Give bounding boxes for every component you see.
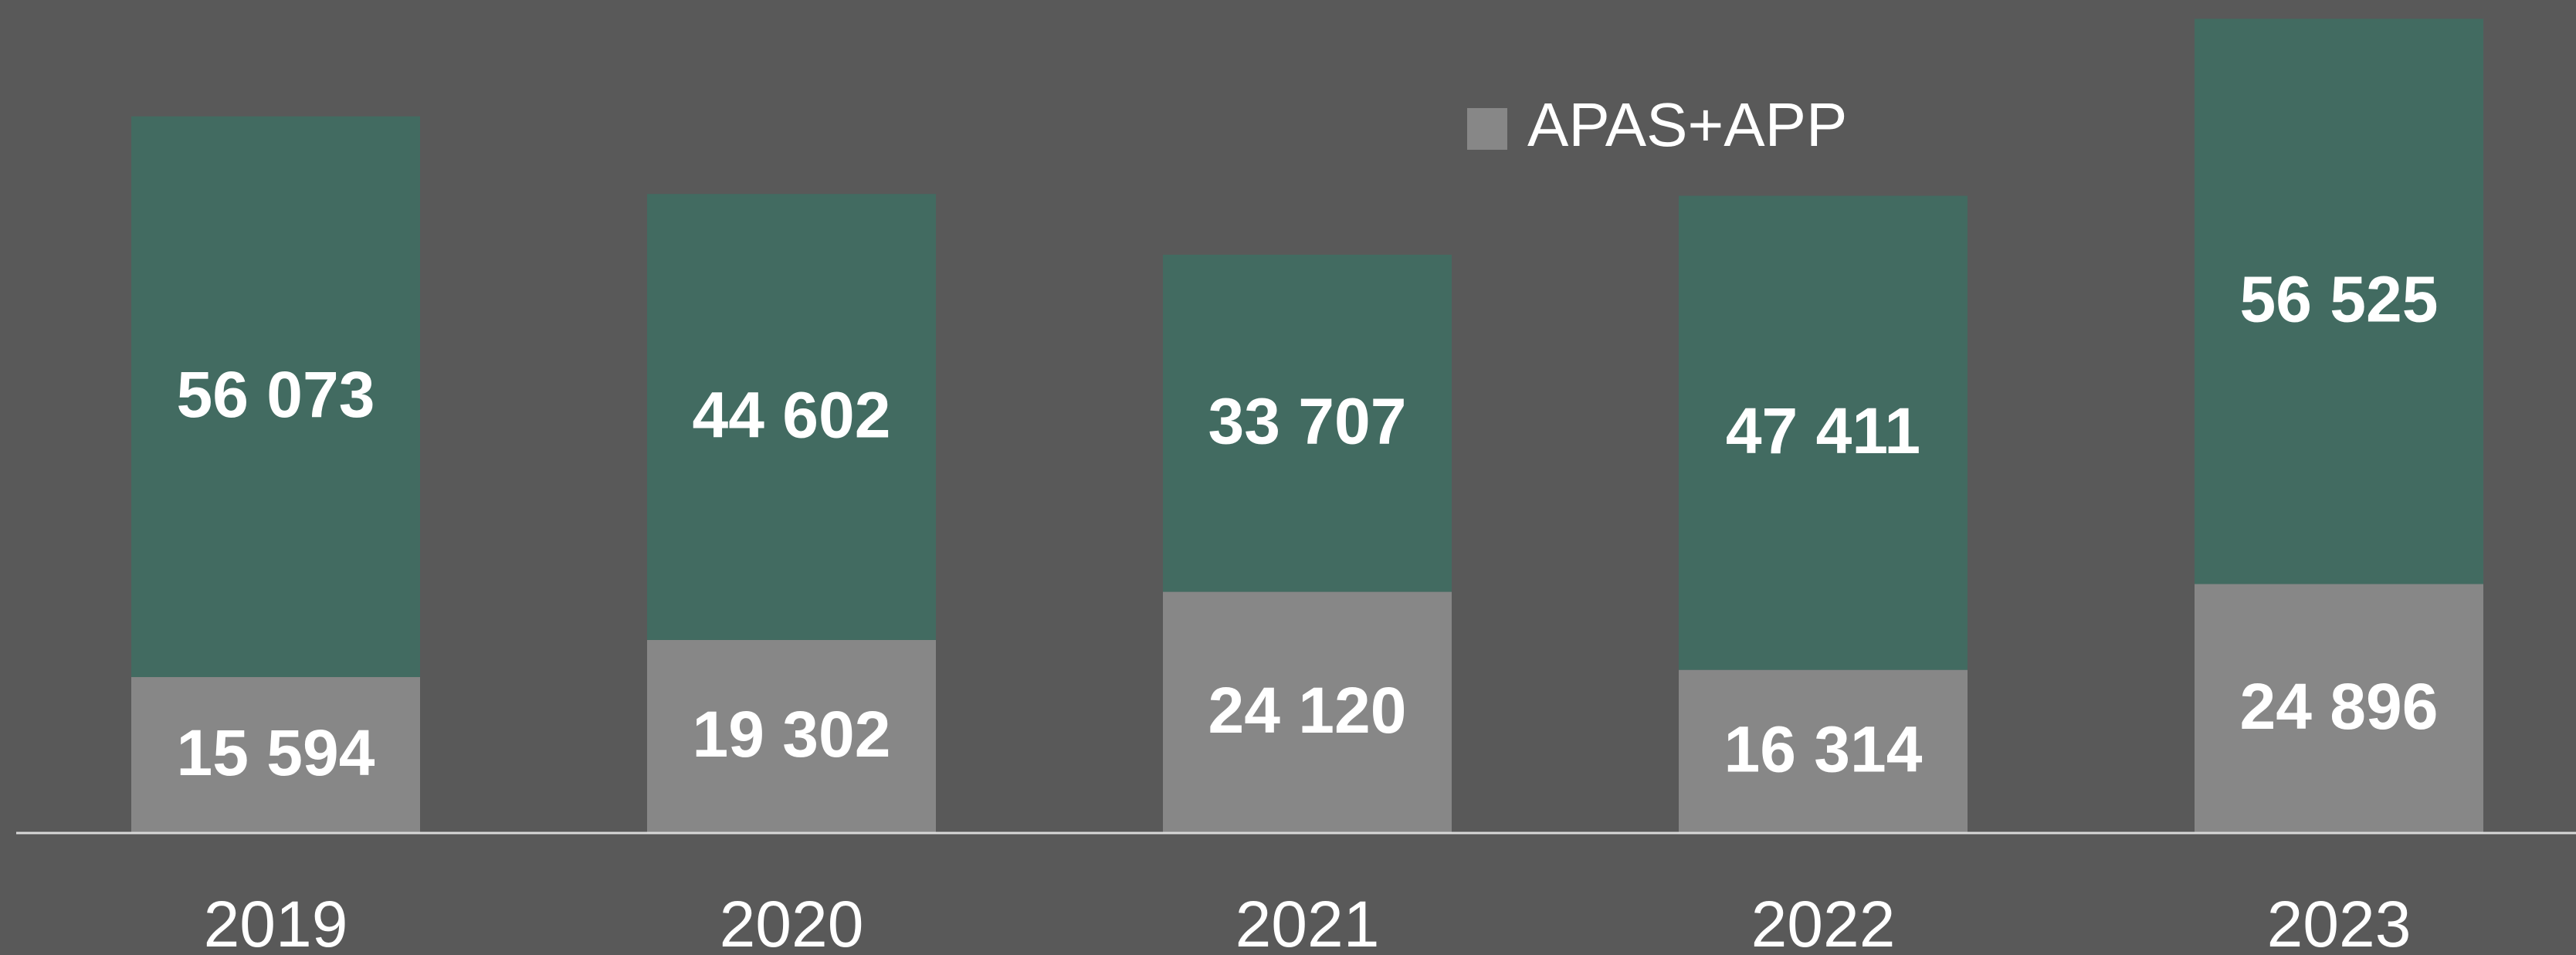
bar-segment bbox=[1679, 195, 1968, 670]
bar-segment bbox=[647, 639, 936, 833]
bar-segment bbox=[2195, 19, 2483, 584]
bar-segment bbox=[1679, 669, 1968, 833]
x-tick-label: 2023 bbox=[2267, 888, 2412, 955]
bar-segment bbox=[131, 116, 420, 678]
data-label: 56 525 bbox=[2240, 263, 2439, 336]
data-label: 44 602 bbox=[693, 378, 891, 451]
data-label: 56 073 bbox=[177, 358, 375, 431]
data-label: 19 302 bbox=[693, 698, 891, 770]
bar-segment bbox=[1163, 591, 1452, 833]
legend-swatch bbox=[1467, 108, 1507, 150]
data-label: 24 120 bbox=[1208, 674, 1407, 747]
x-tick-label: 2020 bbox=[720, 888, 864, 955]
data-label: 24 896 bbox=[2240, 670, 2439, 743]
data-label: 47 411 bbox=[1726, 395, 1920, 467]
x-tick-label: 2022 bbox=[1751, 888, 1896, 955]
data-label: 33 707 bbox=[1208, 384, 1407, 457]
bar-segment bbox=[647, 194, 936, 640]
x-tick-label: 2021 bbox=[1235, 888, 1380, 955]
legend-label: APAS+APP bbox=[1527, 90, 1847, 159]
x-tick-label: 2019 bbox=[204, 888, 348, 955]
bar-segment bbox=[131, 677, 420, 833]
bar-segment bbox=[2195, 584, 2483, 833]
data-label: 16 314 bbox=[1724, 713, 1923, 786]
data-label: 15 594 bbox=[177, 716, 375, 789]
bar-segment bbox=[1163, 254, 1452, 592]
